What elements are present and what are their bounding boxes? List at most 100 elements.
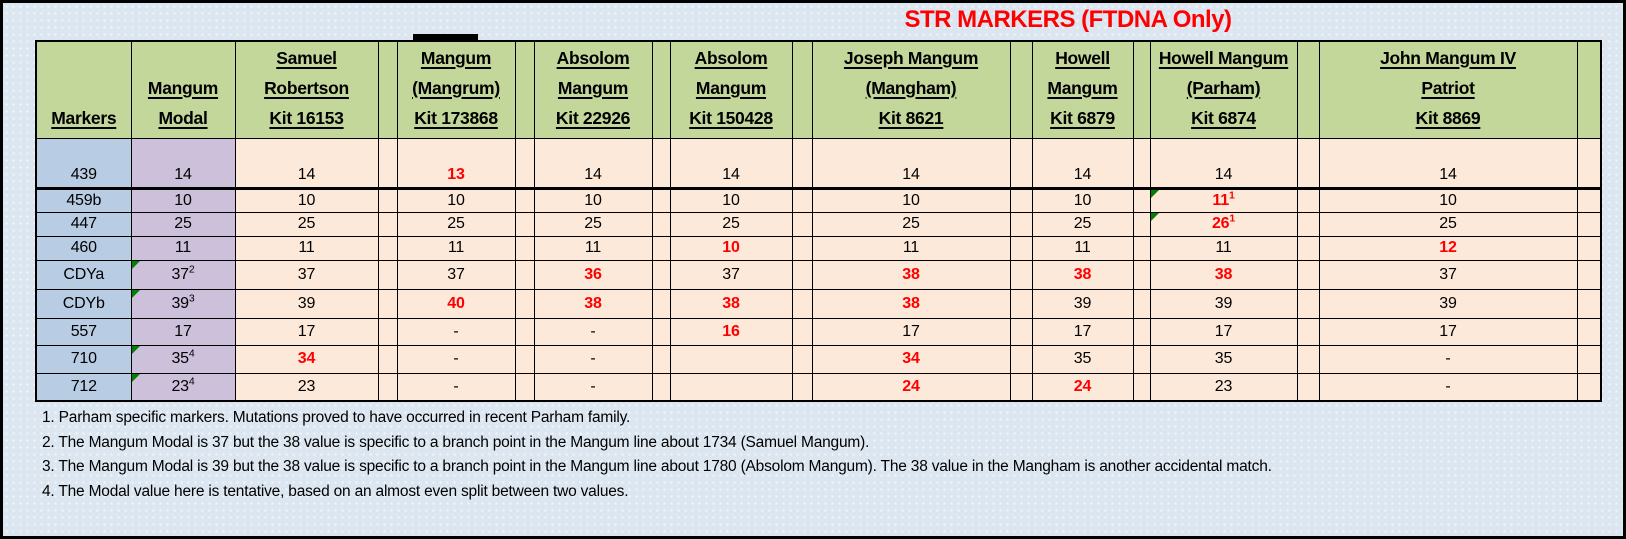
spacer-cell <box>651 163 671 190</box>
blank-modal-cell <box>130 137 236 164</box>
spacer-cell <box>1576 372 1602 402</box>
spacer-cell <box>377 235 398 261</box>
cell-712-kit1: 23 <box>234 372 379 402</box>
marker-label-439: 439 <box>35 163 132 190</box>
cell-447-kit3: 25 <box>533 211 653 237</box>
modal-value-712: 234 <box>130 372 236 402</box>
modal-value-710: 354 <box>130 344 236 374</box>
header-line: Modal <box>158 107 208 128</box>
cell-cdyb-kit2: 40 <box>396 288 516 319</box>
cell-439-kit2: 13 <box>396 163 516 190</box>
spacer-cell <box>1296 259 1320 290</box>
header-line: Mangum <box>420 47 492 68</box>
cell-712-kit6: 24 <box>1031 372 1134 402</box>
cell-459b-kit5: 10 <box>811 187 1011 213</box>
spacer-cell <box>1009 211 1033 237</box>
spacer-cell <box>1576 235 1602 261</box>
cell-460-kit7: 11 <box>1149 235 1298 261</box>
header-line: Howell Mangum <box>1158 47 1289 68</box>
cell-cdya-kit6: 38 <box>1031 259 1134 290</box>
header-spacer <box>1296 40 1320 139</box>
header-line: (Mangrum) <box>412 77 500 98</box>
spacer-cell <box>1296 288 1320 319</box>
header-line: John Mangum IV <box>1380 47 1516 68</box>
cell-cdya-kit4: 37 <box>669 259 793 290</box>
cell-459b-kit7: 111 <box>1149 187 1298 213</box>
marker-label-460: 460 <box>35 235 132 261</box>
cell-447-kit2: 25 <box>396 211 516 237</box>
spacer-cell <box>514 317 535 346</box>
spacer-cell <box>1132 137 1151 164</box>
footnote-2: 2. The Mangum Modal is 37 but the 38 val… <box>42 433 870 451</box>
spacer-cell <box>791 235 813 261</box>
spacer-cell <box>1132 235 1151 261</box>
cell-710-kit4 <box>669 344 793 374</box>
cell-note-triangle-icon <box>1151 189 1159 198</box>
cell-note-triangle-icon <box>132 374 140 382</box>
header-line: Kit 173868 <box>414 107 498 128</box>
header-line: (Mangham) <box>865 77 957 98</box>
header-line: Mangum <box>557 77 629 98</box>
spacer-cell <box>791 137 813 164</box>
modal-value-447: 25 <box>130 211 236 237</box>
cell-cdya-kit2: 37 <box>396 259 516 290</box>
footnote-ref: 1 <box>1228 189 1235 202</box>
spacer-cell <box>377 163 398 190</box>
modal-value-439: 14 <box>130 163 236 190</box>
footnote-ref: 1 <box>1229 212 1236 225</box>
column-header-modal: Mangum Modal <box>130 40 236 139</box>
spacer-cell <box>1132 288 1151 319</box>
cell-447-kit8: 25 <box>1318 211 1578 237</box>
spacer-cell <box>651 235 671 261</box>
cell-cdyb-kit1: 39 <box>234 288 379 319</box>
cell-cdya-kit8: 37 <box>1318 259 1578 290</box>
cell-712-kit8: - <box>1318 372 1578 402</box>
spacer-cell <box>377 211 398 237</box>
spacer-cell <box>1132 163 1151 190</box>
marker-label-459b: 459b <box>35 187 132 213</box>
kit-header-absolom-mangum-kit-150428: Absolom Mangum Kit 150428 <box>669 40 793 139</box>
cell-557-kit1: 17 <box>234 317 379 346</box>
cell-note-triangle-icon <box>1151 213 1159 221</box>
header-line: Kit 6874 <box>1191 107 1256 128</box>
header-line: Absolom <box>556 47 630 68</box>
spacer-cell <box>791 211 813 237</box>
kit-header-mangum-mangrum-kit-173868: Mangum (Mangrum) Kit 173868 <box>396 40 516 139</box>
spacer-cell <box>514 163 535 190</box>
cell-460-kit5: 11 <box>811 235 1011 261</box>
marker-label-447: 447 <box>35 211 132 237</box>
spacer-cell <box>791 163 813 190</box>
cell-459b-kit3: 10 <box>533 187 653 213</box>
footnote-ref: 4 <box>188 375 195 388</box>
spacer-cell <box>1296 211 1320 237</box>
spacer-cell <box>1132 372 1151 402</box>
cell-439-kit3: 14 <box>533 163 653 190</box>
blank-data-cell <box>533 137 653 164</box>
table-header: Markers Mangum Modal Samuel Robertson Kit 161… <box>35 40 1602 139</box>
spacer-cell <box>377 259 398 290</box>
cell-557-kit8: 17 <box>1318 317 1578 346</box>
spacer-cell <box>1009 372 1033 402</box>
cell-460-kit4: 10 <box>669 235 793 261</box>
spacer-cell <box>1009 163 1033 190</box>
spacer-cell <box>377 187 398 213</box>
header-line: Mangum <box>695 77 767 98</box>
cell-447-kit5: 25 <box>811 211 1011 237</box>
header-line: Kit 150428 <box>689 107 773 128</box>
header-line: Robertson <box>264 77 349 98</box>
kit-header-samuel-robertson-kit-16153: Samuel Robertson Kit 16153 <box>234 40 379 139</box>
spacer-cell <box>1576 344 1602 374</box>
spacer-cell <box>1576 211 1602 237</box>
spacer-cell <box>1576 259 1602 290</box>
cell-460-kit6: 11 <box>1031 235 1134 261</box>
spacer-cell <box>1576 288 1602 319</box>
spacer-cell <box>1576 137 1602 164</box>
spacer-cell <box>791 372 813 402</box>
modal-value-cdya: 372 <box>130 259 236 290</box>
blank-data-cell <box>1149 137 1298 164</box>
spacer-cell <box>1576 317 1602 346</box>
spacer-cell <box>377 317 398 346</box>
spacer-cell <box>1132 317 1151 346</box>
cell-710-kit3: - <box>533 344 653 374</box>
header-line: Kit 16153 <box>269 107 344 128</box>
